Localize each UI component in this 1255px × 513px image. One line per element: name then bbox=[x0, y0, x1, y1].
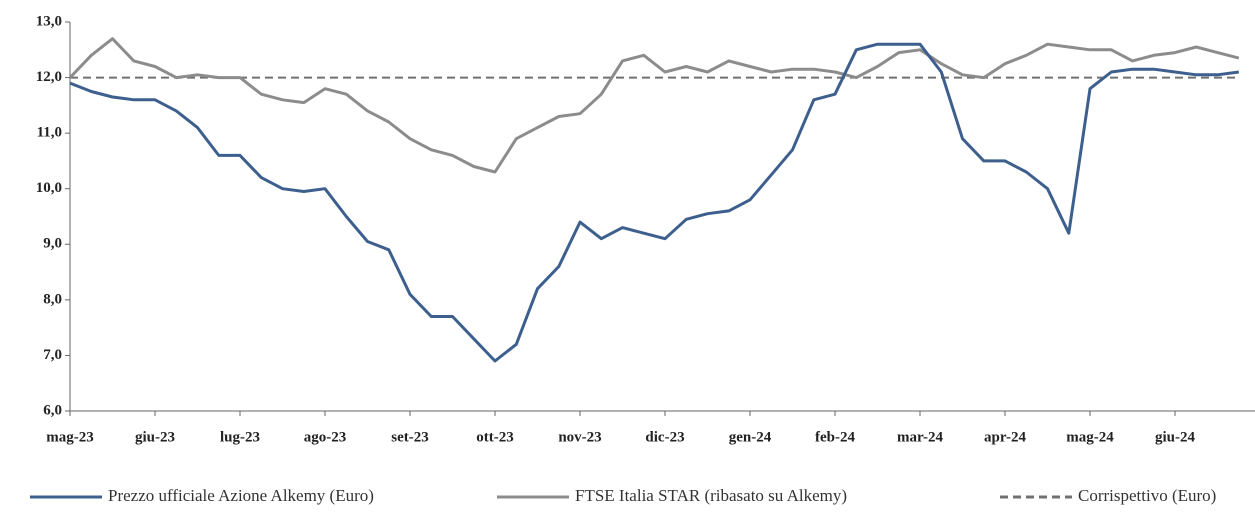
x-tick-label: apr-24 bbox=[984, 429, 1026, 445]
y-tick-label: 8,0 bbox=[43, 291, 62, 307]
x-tick-label: giu-23 bbox=[135, 429, 175, 445]
y-tick-label: 12,0 bbox=[36, 69, 62, 85]
x-tick-label: set-23 bbox=[391, 429, 429, 445]
x-tick-label: nov-23 bbox=[558, 429, 601, 445]
y-tick-label: 13,0 bbox=[36, 13, 62, 29]
y-tick-label: 11,0 bbox=[37, 125, 62, 141]
series-line bbox=[69, 42, 1239, 363]
legend-label: Prezzo ufficiale Azione Alkemy (Euro) bbox=[108, 486, 374, 505]
y-tick-label: 7,0 bbox=[43, 347, 62, 363]
x-tick-label: lug-23 bbox=[220, 429, 260, 445]
x-tick-label: mag-24 bbox=[1066, 429, 1114, 445]
x-tick-label: giu-24 bbox=[1155, 429, 1196, 445]
y-tick-label: 9,0 bbox=[43, 236, 62, 252]
x-tick-label: ott-23 bbox=[476, 429, 514, 445]
legend-label: Corrispettivo (Euro) bbox=[1078, 486, 1216, 505]
legend-label: FTSE Italia STAR (ribasato su Alkemy) bbox=[575, 486, 847, 505]
series-line bbox=[68, 37, 1240, 174]
x-tick-label: dic-23 bbox=[645, 429, 684, 445]
y-tick-label: 10,0 bbox=[36, 180, 62, 196]
x-tick-label: feb-24 bbox=[815, 429, 855, 445]
y-tick-label: 6,0 bbox=[43, 402, 62, 418]
x-tick-label: mar-24 bbox=[897, 429, 944, 445]
x-tick-label: mag-23 bbox=[46, 429, 94, 445]
x-tick-label: ago-23 bbox=[304, 429, 347, 445]
x-tick-label: gen-24 bbox=[729, 429, 772, 445]
